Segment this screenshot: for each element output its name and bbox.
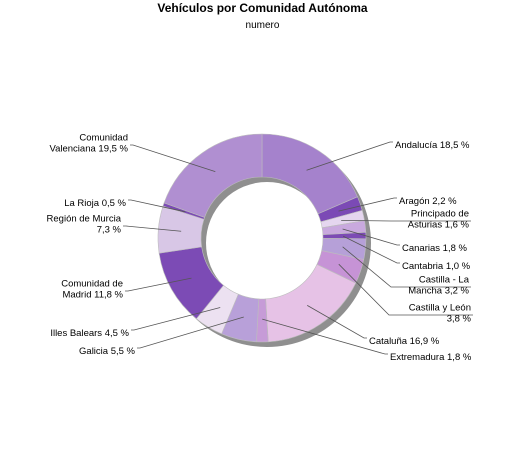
data-label: Valenciana 19,5 % bbox=[49, 144, 128, 155]
data-label: 7,3 % bbox=[97, 225, 122, 236]
leader-line bbox=[125, 277, 192, 292]
data-label: Extremadura 1,8 % bbox=[390, 352, 472, 363]
leader-line bbox=[338, 197, 397, 212]
leader-line bbox=[131, 307, 221, 331]
data-label: Castilla y León bbox=[409, 303, 471, 314]
data-label: Comunidad de bbox=[61, 279, 123, 290]
labels: Andalucía 18,5 % Aragón 2,2 % Principado d… bbox=[47, 133, 473, 363]
data-label: 3,8 % bbox=[447, 314, 472, 325]
leader-line bbox=[262, 318, 388, 355]
leader-line bbox=[123, 225, 182, 232]
leader-line bbox=[338, 263, 473, 316]
data-label: Región de Murcia bbox=[47, 214, 122, 225]
data-label: Canarias 1,8 % bbox=[402, 243, 468, 254]
data-label: Asturias 1,6 % bbox=[408, 220, 470, 231]
leader-line bbox=[342, 235, 400, 264]
leader-line bbox=[137, 316, 244, 349]
leader-line bbox=[341, 220, 471, 222]
data-label: Comunidad bbox=[79, 133, 128, 144]
leader-line bbox=[130, 144, 216, 173]
chart-title: Vehículos por Comunidad Autónoma bbox=[157, 1, 368, 15]
data-label: Cataluña 16,9 % bbox=[369, 336, 440, 347]
data-label: Mancha 3,2 % bbox=[408, 286, 469, 297]
data-label: Cantabria 1,0 % bbox=[402, 261, 471, 272]
data-label: Principado de bbox=[411, 209, 469, 220]
leader-line bbox=[342, 228, 400, 246]
data-label: La Rioja 0,5 % bbox=[64, 198, 126, 209]
data-label: Andalucía 18,5 % bbox=[395, 140, 470, 151]
leader-line bbox=[128, 199, 186, 213]
data-label: Illes Balears 4,5 % bbox=[50, 328, 129, 339]
leader-line bbox=[342, 246, 471, 288]
leader-line bbox=[306, 141, 393, 171]
pie-slice bbox=[163, 133, 263, 218]
data-label: Castilla - La bbox=[419, 275, 470, 286]
pie-slice bbox=[261, 133, 358, 215]
leader-line bbox=[307, 305, 367, 339]
data-label: Aragón 2,2 % bbox=[399, 196, 457, 207]
data-label: Galicia 5,5 % bbox=[79, 346, 136, 357]
chart-subtitle: numero bbox=[245, 20, 280, 31]
slices bbox=[157, 133, 367, 343]
data-label: Madrid 11,8 % bbox=[62, 290, 123, 301]
